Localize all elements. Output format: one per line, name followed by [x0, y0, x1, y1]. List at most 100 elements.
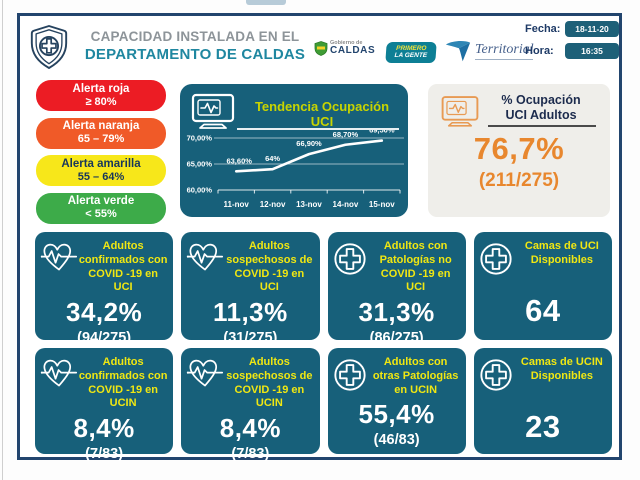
occupancy-title-line2: UCI Adultos [505, 108, 577, 122]
uci-trend-panel: Tendencia Ocupación UCI 70,00% 65,00% 60,0… [180, 84, 408, 217]
page-edge-line [2, 0, 3, 480]
stat-card-title: Camas de UCIN Disponibles [520, 356, 603, 382]
y-tick-label: 65,00% [187, 160, 213, 169]
monitor-pulse-icon [191, 93, 235, 129]
chart-title: Tendencia Ocupación UCI [254, 99, 390, 129]
gobierno-big-text: CALDAS [330, 45, 376, 57]
stat-card-icon-slot [479, 242, 517, 281]
stat-card-value: 23 [525, 409, 561, 444]
alert-pill: Alerta roja ≥ 80% [36, 80, 166, 111]
alert-pill: Alerta naranja 65 – 79% [36, 117, 166, 149]
alert-range: 55 – 64% [77, 170, 125, 183]
alert-pill: Alerta amarilla 55 – 64% [36, 155, 166, 186]
top-tab-fragment [246, 0, 286, 5]
occupancy-panel: % Ocupación UCI Adultos 76,7% (211/275) [428, 84, 610, 217]
stat-card-title: Adultos con otras Patologías en UCIN [372, 356, 459, 396]
x-tick-label: 11-nov [224, 200, 250, 209]
trend-line [234, 139, 384, 173]
page-title-line2: DEPARTAMENTO DE CALDAS [84, 46, 306, 63]
stat-card-title: Camas de UCI Disponibles [524, 240, 599, 266]
stat-card-value: 31,3% [358, 297, 435, 327]
stat-card: Adultos con otras Patologías en UCIN 55,… [327, 348, 466, 454]
heart-pulse-icon [40, 359, 78, 387]
point-label: 64% [265, 154, 280, 163]
point-label: 69,50% [369, 130, 395, 135]
fecha-value: 18-11-20 [565, 21, 619, 37]
hora-value: 16:35 [565, 43, 619, 59]
x-tick-label: 14-nov [333, 200, 359, 209]
stat-card-title: Adultos con Patologías no COVID -19 en U… [379, 240, 452, 294]
stat-card: Adultos con Patologías no COVID -19 en U… [327, 232, 466, 346]
stat-card-ratio: (94/275) [77, 330, 132, 346]
stat-card-title: Adultos sospechosos de COVID -19 en UCI [226, 240, 313, 294]
stat-card: Camas de UCIN Disponibles 23 [473, 348, 612, 454]
stat-card-title: Adultos confirmados con COVID -19 en UCI [78, 240, 168, 294]
stat-card-icon-slot [479, 358, 517, 397]
x-tick-label: 15-nov [369, 200, 395, 209]
x-tick-label: 12-nov [260, 200, 286, 209]
alert-label: Alerta verde [67, 195, 135, 208]
stat-card-ratio: (86/275) [369, 330, 424, 346]
stat-card-ratio: (7/83) [231, 446, 270, 462]
stat-card-title: Adultos confirmados con COVID -19 en UCI… [78, 356, 168, 410]
alert-range: 65 – 79% [77, 133, 125, 146]
stat-card-ratio: (46/83) [373, 432, 420, 449]
alert-pill: Alerta verde < 55% [36, 192, 166, 224]
monitor-pulse-orange-icon [441, 96, 479, 127]
stat-card-value: 64 [525, 293, 561, 328]
territorial-logo: Territorial [444, 38, 534, 64]
stat-card-title: Adultos sospechosos de COVID -19 en UCIN [226, 356, 313, 410]
stat-card-value: 34,2% [66, 297, 143, 327]
stat-card-value: 8,4% [73, 413, 135, 443]
cross-circle-icon [480, 359, 512, 391]
y-tick-label: 70,00% [187, 134, 213, 143]
heart-pulse-icon [40, 243, 78, 271]
occupancy-value: 76,7% [473, 131, 565, 166]
occupancy-title-underline [488, 125, 596, 127]
stat-cards-grid: Adultos confirmados con COVID -19 en UCI… [35, 232, 612, 462]
hora-label: Hora: [525, 45, 554, 57]
chart-title-underline [237, 128, 399, 130]
alert-legend: Alerta roja ≥ 80% Alerta naranja 65 – 79… [36, 80, 166, 230]
dashboard-frame: CAPACIDAD INSTALADA EN EL DEPARTAMENTO D… [17, 13, 622, 462]
occupancy-title: % Ocupación UCI Adultos [480, 93, 602, 123]
point-label: 63,60% [226, 156, 252, 165]
gobierno-caldas-logo: Gobierno de CALDAS [314, 40, 375, 57]
primero-line2: LA GENTE [394, 51, 428, 59]
stat-card: Adultos confirmados con COVID -19 en UCI… [35, 348, 174, 462]
stat-card-icon-slot [186, 358, 224, 394]
stat-card-icon-slot [186, 242, 224, 278]
stat-card-icon-slot [333, 242, 371, 281]
gobierno-shield-icon [314, 41, 328, 56]
x-tick-label: 13-nov [296, 200, 322, 209]
primero-la-gente-logo: PRIMERO LA GENTE [385, 42, 437, 63]
territorial-name: Territorial [475, 42, 534, 57]
alert-label: Alerta amarilla [61, 157, 141, 170]
stat-card-value: 8,4% [219, 413, 281, 443]
alert-range: ≥ 80% [85, 95, 117, 108]
point-label: 68,70% [333, 130, 359, 139]
occupancy-ratio: (211/275) [478, 170, 560, 191]
alert-label: Alerta roja [72, 82, 130, 95]
heart-pulse-icon [187, 359, 224, 387]
stat-card: Camas de UCI Disponibles 64 [473, 232, 612, 340]
stat-card-icon-slot [40, 358, 78, 394]
stat-card-icon-slot [333, 358, 371, 397]
stat-card: Adultos sospechosos de COVID -19 en UCIN… [181, 348, 320, 462]
cross-circle-icon [333, 243, 366, 275]
cross-circle-icon [480, 243, 512, 275]
stat-card-icon-slot [40, 242, 78, 278]
territorial-swoosh-icon [445, 41, 471, 62]
stat-card: Adultos sospechosos de COVID -19 en UCI … [181, 232, 320, 346]
y-tick-label: 60,00% [187, 186, 213, 195]
heart-pulse-icon [187, 243, 224, 271]
point-label: 66,90% [296, 139, 322, 148]
stat-card-ratio: (7/83) [85, 446, 124, 462]
fecha-label: Fecha: [525, 23, 561, 35]
stat-card-value: 11,3% [212, 297, 288, 327]
alert-range: < 55% [85, 208, 117, 221]
health-shield-logo-icon [30, 25, 68, 69]
stat-card-value: 55,4% [358, 399, 435, 430]
uci-trend-chart: 70,00% 65,00% 60,00% 11-nov 12-nov 13-nov 14-n… [187, 130, 404, 209]
page-title-line1: CAPACIDAD INSTALADA EN EL [90, 29, 300, 44]
